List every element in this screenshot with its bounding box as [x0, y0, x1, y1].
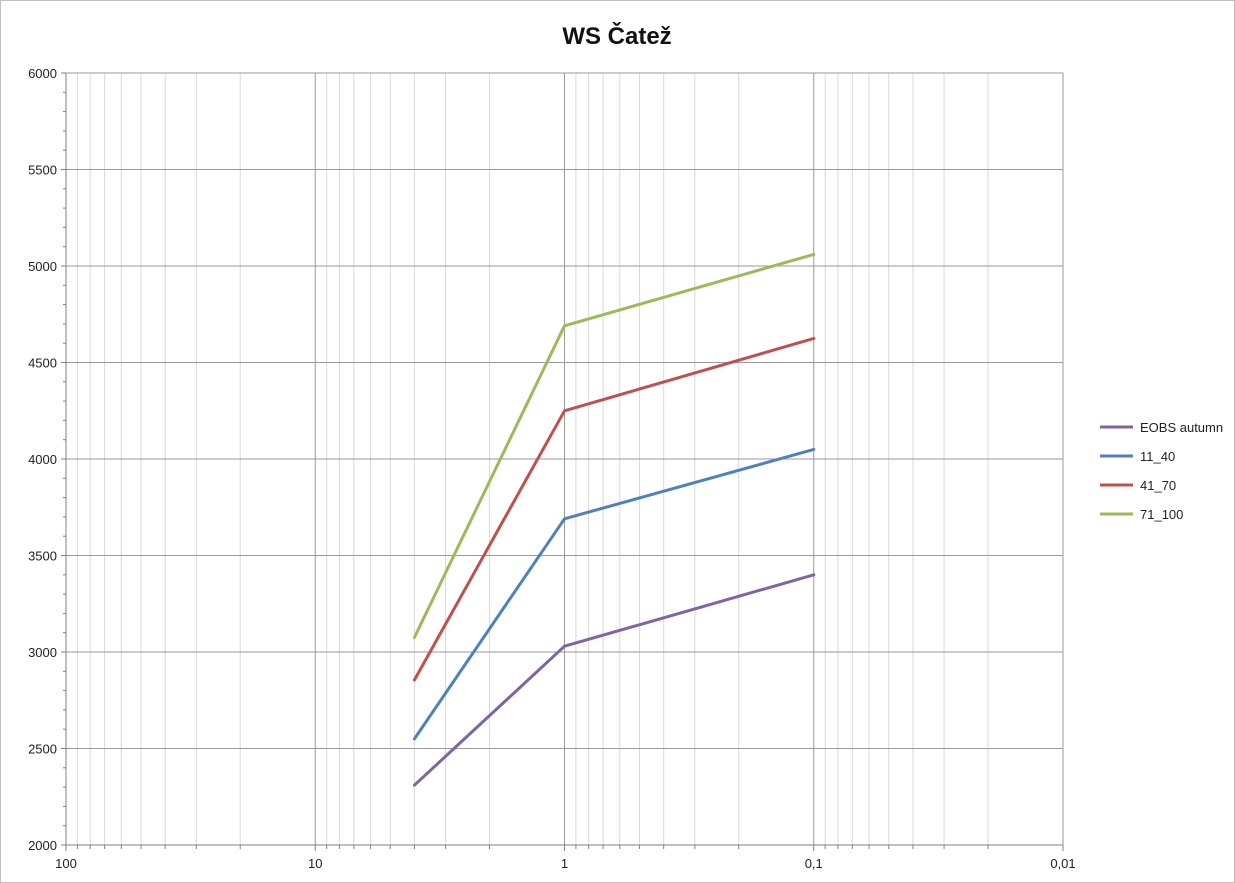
legend-label: 41_70 [1140, 478, 1176, 493]
y-tick-label: 5500 [28, 163, 57, 178]
x-tick-label: 0,01 [1050, 856, 1075, 871]
legend-label: EOBS autumn [1140, 420, 1223, 435]
grid-layer [65, 72, 1064, 846]
y-tick-label: 4000 [28, 452, 57, 467]
y-tick-label: 3000 [28, 645, 57, 660]
y-tick-label: 6000 [28, 66, 57, 81]
x-tick-label: 1 [561, 856, 568, 871]
y-tick-label: 2000 [28, 838, 57, 853]
legend-label: 71_100 [1140, 507, 1183, 522]
y-tick-label: 5000 [28, 259, 57, 274]
chart-title: WS Čatež [562, 22, 671, 50]
series-layer [412, 252, 816, 787]
axis-layer: 2000 2500 3000 3500 4000 4500 5000 5500 6000 100 1… [28, 66, 1076, 871]
x-tick-label: 0,1 [805, 856, 823, 871]
legend: EOBS autumn 11_40 41_70 71_100 [1100, 420, 1223, 522]
x-tick-label: 100 [55, 856, 77, 871]
y-tick-label: 4500 [28, 356, 57, 371]
y-tick-label: 2500 [28, 742, 57, 757]
legend-label: 11_40 [1140, 449, 1175, 464]
x-tick-label: 10 [308, 856, 322, 871]
y-tick-label: 3500 [28, 549, 57, 564]
